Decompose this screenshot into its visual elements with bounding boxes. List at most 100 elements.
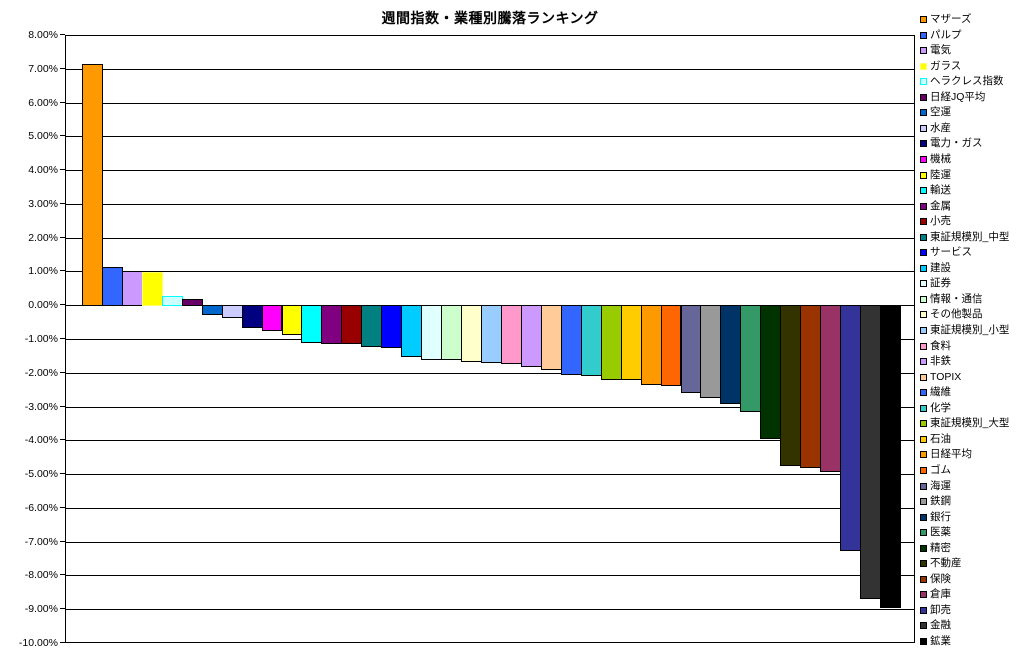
bar (161, 295, 183, 307)
legend-label: 倉庫 (930, 588, 951, 601)
bar (321, 305, 343, 344)
bar (481, 305, 502, 363)
bar (860, 305, 881, 600)
gridline (66, 102, 914, 104)
legend-swatch-icon (920, 327, 927, 334)
legend-swatch-icon (920, 140, 927, 148)
legend-swatch-icon (920, 31, 927, 39)
legend-item: 東証規模別_中型 (920, 231, 1009, 243)
legend-item: 小売 (920, 216, 951, 227)
legend-label: 不動産 (930, 557, 962, 570)
gridline (66, 372, 914, 374)
y-tick-label: -6.00% (24, 501, 58, 514)
legend-item: 水産 (920, 122, 951, 134)
y-tick-label: -3.00% (24, 400, 58, 413)
gridline (66, 136, 914, 138)
legend-label: 電力・ガス (930, 137, 983, 150)
bar (421, 305, 443, 360)
legend-label: 東証規模別_大型 (930, 417, 1010, 430)
gridline (66, 440, 914, 442)
legend-item: 卸売 (920, 604, 951, 616)
legend-label: その他製品 (930, 308, 983, 321)
legend-label: 金属 (930, 199, 951, 212)
y-tick-mark (60, 169, 65, 171)
legend-label: ヘラクレス指数 (930, 75, 1004, 88)
bar (820, 305, 842, 473)
legend-item: 輸送 (920, 185, 951, 196)
y-tick-label: 5.00% (28, 130, 58, 143)
legend-item: 証券 (920, 278, 951, 289)
legend-swatch-icon (920, 466, 927, 474)
legend-swatch-icon (920, 451, 927, 459)
bar (780, 305, 802, 466)
legend-item: 鉱業 (920, 636, 951, 647)
y-tick-mark (60, 270, 65, 272)
gridline (66, 575, 914, 577)
bar (720, 305, 742, 405)
legend-item: 陸運 (920, 169, 951, 181)
y-tick-label: -7.00% (24, 535, 58, 548)
legend-label: ガラス (930, 59, 962, 72)
bar (800, 305, 822, 469)
legend-item: 東証規模別_大型 (920, 418, 1009, 429)
y-tick-mark (60, 67, 65, 69)
legend-label: 輸送 (930, 184, 951, 197)
legend-swatch-icon (920, 155, 927, 163)
legend-label: 精密 (930, 541, 951, 554)
y-tick-mark (60, 236, 65, 238)
legend-swatch-icon (920, 218, 927, 226)
legend-item: 非鉄 (920, 356, 951, 367)
legend-label: 機械 (930, 152, 951, 165)
legend-item: パルプ (920, 29, 962, 41)
y-tick-label: 7.00% (28, 62, 58, 75)
gridline (66, 474, 914, 476)
legend-item: 東証規模別_小型 (920, 325, 1009, 336)
gridline (66, 609, 914, 611)
legend-item: 精密 (920, 541, 951, 554)
y-tick-mark (60, 540, 65, 542)
legend-swatch-icon (920, 93, 927, 101)
legend-swatch-icon (920, 373, 927, 381)
legend-swatch-icon (920, 124, 927, 132)
y-tick-mark (60, 304, 65, 306)
bar (560, 305, 582, 376)
bar (500, 305, 522, 364)
legend-label: 銀行 (930, 510, 951, 523)
bar (341, 305, 363, 345)
y-tick-label: 3.00% (28, 197, 58, 210)
y-tick-mark (60, 574, 65, 576)
bar (580, 305, 602, 377)
legend-swatch-icon (920, 591, 927, 599)
legend-label: マザーズ (930, 13, 972, 25)
bar (141, 272, 163, 307)
legend-label: 鉱業 (930, 635, 951, 647)
legend-label: 石油 (930, 432, 951, 445)
y-tick-mark (60, 338, 65, 339)
bar (221, 305, 243, 319)
legend-label: サービス (930, 246, 972, 259)
legend-label: 東証規模別_小型 (930, 324, 1010, 336)
legend-item: 銀行 (920, 510, 951, 523)
legend-swatch-icon (920, 575, 927, 583)
legend-item: 機械 (920, 152, 951, 165)
legend-label: 日経平均 (930, 448, 972, 461)
legend-swatch-icon (920, 498, 927, 506)
gridline (66, 68, 914, 70)
legend-label: 化学 (930, 401, 951, 414)
legend-swatch-icon (920, 264, 927, 272)
legend-item: 鉄鋼 (920, 496, 951, 507)
legend-swatch-icon (920, 482, 927, 490)
y-tick-label: -1.00% (24, 333, 58, 345)
legend-label: 空運 (930, 106, 951, 119)
legend-label: 非鉄 (930, 355, 951, 368)
legend-item: 建設 (920, 262, 951, 274)
bar (261, 305, 283, 331)
bar (640, 305, 662, 385)
gridline (66, 541, 914, 543)
legend-swatch-icon (920, 16, 927, 23)
y-tick-mark (60, 608, 65, 610)
legend-swatch-icon (920, 109, 927, 117)
gridline (66, 406, 914, 408)
legend-item: 繊維 (920, 387, 951, 398)
legend-item: 情報・通信 (920, 293, 983, 305)
